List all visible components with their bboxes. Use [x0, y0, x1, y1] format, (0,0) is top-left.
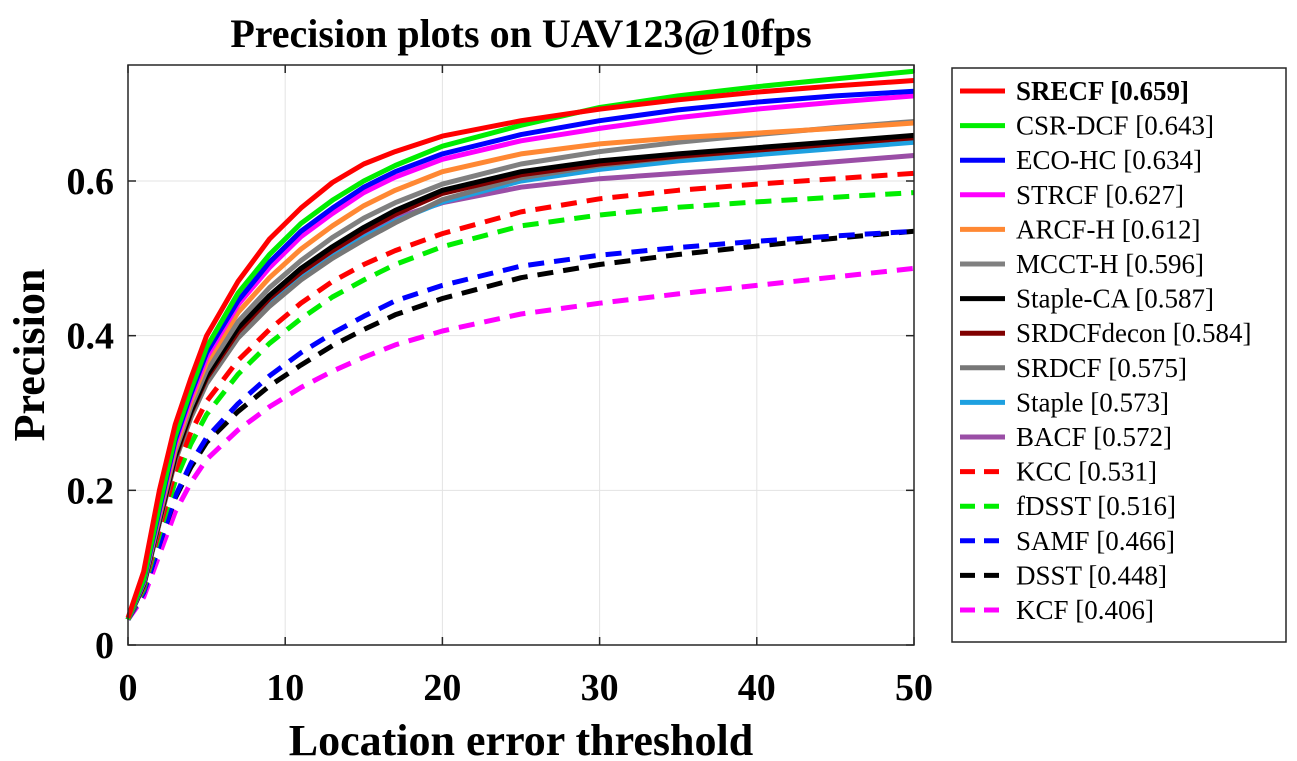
- legend-box: [951, 67, 1287, 643]
- series-line-5: [125, 119, 915, 621]
- y-tick-label: 0.2: [67, 470, 115, 512]
- legend-label: BACF [0.572]: [1016, 422, 1172, 452]
- legend-label: fDSST [0.516]: [1016, 491, 1176, 521]
- series-line-12: [125, 190, 915, 621]
- legend-label: Staple-CA [0.587]: [1016, 284, 1214, 314]
- y-tick-label: 0.4: [67, 316, 115, 358]
- x-tick-label: 0: [119, 667, 138, 709]
- series-line-1: [125, 68, 915, 621]
- x-tick-label: 30: [581, 667, 619, 709]
- series-line-0: [125, 78, 915, 619]
- x-tick-label: 50: [895, 667, 933, 709]
- y-tick-label: 0.6: [67, 161, 115, 203]
- legend-label: SAMF [0.466]: [1016, 526, 1175, 556]
- y-tick-labels: 0 0.2 0.4 0.6: [67, 161, 914, 667]
- y-axis-label: Precision: [5, 269, 54, 442]
- legend-label: KCC [0.531]: [1016, 457, 1157, 487]
- x-axis-label: Location error threshold: [289, 716, 753, 761]
- legend: SRECF [0.659] CSR-DCF [0.643] ECO-HC [0.63…: [951, 67, 1287, 643]
- series-line-6: [125, 132, 915, 621]
- chart-title: Precision plots on UAV123@10fps: [230, 11, 811, 56]
- x-tick-label: 20: [423, 667, 461, 709]
- x-tick-labels: 0 10 20 30 40 50: [119, 65, 933, 709]
- x-tick-label: 40: [738, 667, 776, 709]
- legend-label: SRDCFdecon [0.584]: [1016, 318, 1252, 348]
- y-tick-label: 0: [95, 625, 114, 667]
- series-line-15: [125, 265, 915, 621]
- legend-label: MCCT-H [0.596]: [1016, 249, 1204, 279]
- legend-label: STRCF [0.627]: [1016, 180, 1184, 210]
- legend-label: Staple [0.573]: [1016, 387, 1169, 417]
- legend-label: CSR-DCF [0.643]: [1016, 111, 1214, 141]
- series-line-13: [125, 228, 915, 621]
- x-tick-label: 10: [266, 667, 304, 709]
- plot-frame: [127, 64, 915, 646]
- legend-label: SRECF [0.659]: [1016, 76, 1189, 106]
- series-line-10: [125, 153, 915, 621]
- plot-lines: [125, 68, 915, 621]
- legend-label: SRDCF [0.575]: [1016, 353, 1187, 383]
- legend-label: DSST [0.448]: [1016, 560, 1167, 590]
- legend-label: ARCF-H [0.612]: [1016, 214, 1201, 244]
- legend-label: ECO-HC [0.634]: [1016, 145, 1202, 175]
- legend-label: KCF [0.406]: [1016, 595, 1154, 625]
